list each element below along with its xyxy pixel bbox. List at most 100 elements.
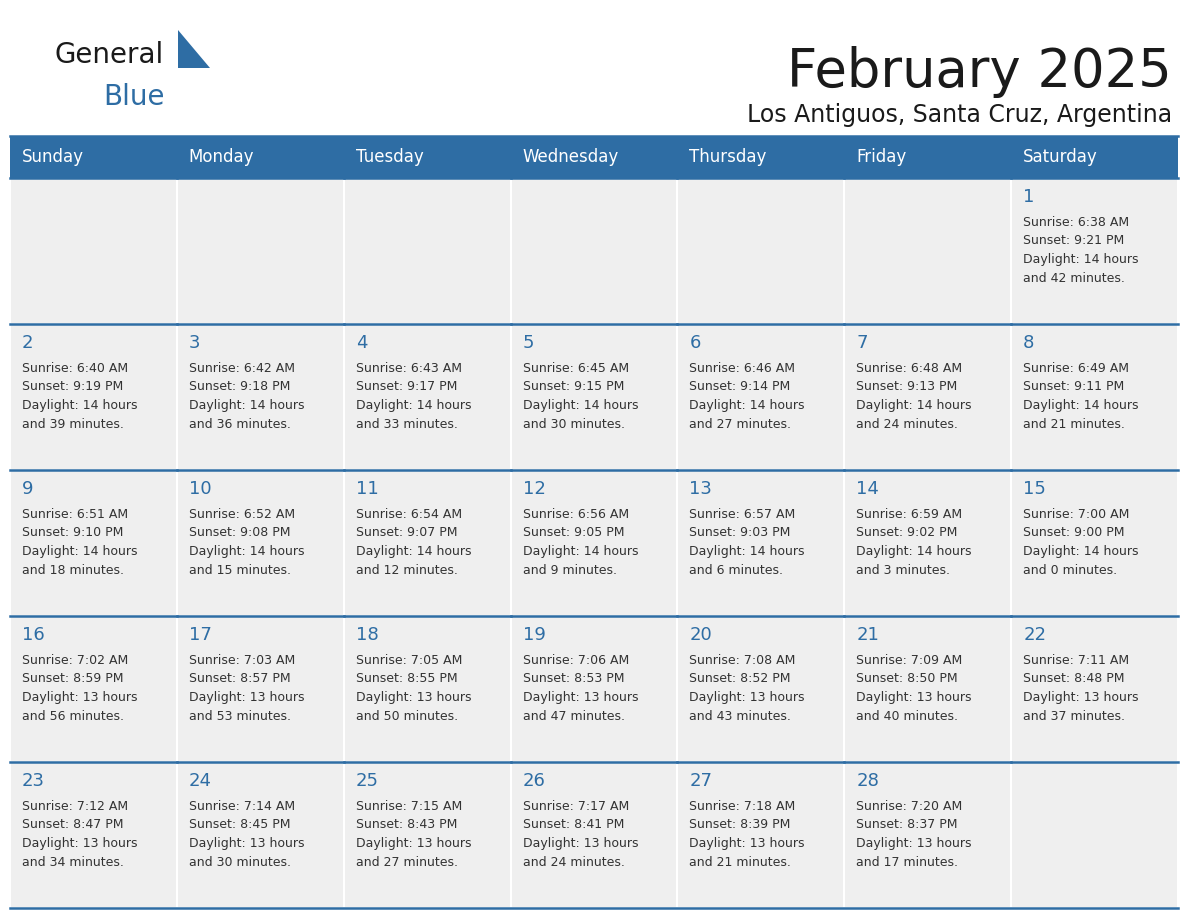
Bar — [1011, 762, 1178, 908]
Bar — [10, 324, 177, 470]
Bar — [10, 616, 177, 762]
Text: Wednesday: Wednesday — [523, 148, 619, 166]
Text: 15: 15 — [1023, 480, 1045, 498]
Bar — [1011, 616, 1178, 762]
Text: Tuesday: Tuesday — [355, 148, 423, 166]
Text: Sunrise: 6:59 AM
Sunset: 9:02 PM
Daylight: 14 hours
and 3 minutes.: Sunrise: 6:59 AM Sunset: 9:02 PM Dayligh… — [857, 508, 972, 577]
Text: Sunrise: 6:42 AM
Sunset: 9:18 PM
Daylight: 14 hours
and 36 minutes.: Sunrise: 6:42 AM Sunset: 9:18 PM Dayligh… — [189, 362, 304, 431]
Text: 14: 14 — [857, 480, 879, 498]
Text: Sunrise: 7:03 AM
Sunset: 8:57 PM
Daylight: 13 hours
and 53 minutes.: Sunrise: 7:03 AM Sunset: 8:57 PM Dayligh… — [189, 654, 304, 722]
Text: 20: 20 — [689, 626, 712, 644]
Bar — [343, 136, 511, 178]
Text: Sunrise: 6:46 AM
Sunset: 9:14 PM
Daylight: 14 hours
and 27 minutes.: Sunrise: 6:46 AM Sunset: 9:14 PM Dayligh… — [689, 362, 805, 431]
Text: 16: 16 — [23, 626, 45, 644]
Text: Saturday: Saturday — [1023, 148, 1098, 166]
Text: 25: 25 — [355, 772, 379, 790]
Text: 24: 24 — [189, 772, 211, 790]
Bar — [343, 324, 511, 470]
Text: 26: 26 — [523, 772, 545, 790]
Text: Sunrise: 6:45 AM
Sunset: 9:15 PM
Daylight: 14 hours
and 30 minutes.: Sunrise: 6:45 AM Sunset: 9:15 PM Dayligh… — [523, 362, 638, 431]
Bar — [10, 178, 177, 324]
Bar — [677, 616, 845, 762]
Text: 27: 27 — [689, 772, 713, 790]
Text: Sunrise: 6:49 AM
Sunset: 9:11 PM
Daylight: 14 hours
and 21 minutes.: Sunrise: 6:49 AM Sunset: 9:11 PM Dayligh… — [1023, 362, 1138, 431]
Text: 8: 8 — [1023, 334, 1035, 352]
Text: Sunrise: 7:12 AM
Sunset: 8:47 PM
Daylight: 13 hours
and 34 minutes.: Sunrise: 7:12 AM Sunset: 8:47 PM Dayligh… — [23, 800, 138, 868]
Text: 23: 23 — [23, 772, 45, 790]
Bar — [677, 136, 845, 178]
Bar — [1011, 324, 1178, 470]
Text: 10: 10 — [189, 480, 211, 498]
Text: Sunrise: 6:38 AM
Sunset: 9:21 PM
Daylight: 14 hours
and 42 minutes.: Sunrise: 6:38 AM Sunset: 9:21 PM Dayligh… — [1023, 216, 1138, 285]
Text: Sunrise: 7:06 AM
Sunset: 8:53 PM
Daylight: 13 hours
and 47 minutes.: Sunrise: 7:06 AM Sunset: 8:53 PM Dayligh… — [523, 654, 638, 722]
Text: Sunrise: 6:56 AM
Sunset: 9:05 PM
Daylight: 14 hours
and 9 minutes.: Sunrise: 6:56 AM Sunset: 9:05 PM Dayligh… — [523, 508, 638, 577]
Text: 4: 4 — [355, 334, 367, 352]
Text: Monday: Monday — [189, 148, 254, 166]
Text: Sunrise: 6:43 AM
Sunset: 9:17 PM
Daylight: 14 hours
and 33 minutes.: Sunrise: 6:43 AM Sunset: 9:17 PM Dayligh… — [355, 362, 472, 431]
Text: 19: 19 — [523, 626, 545, 644]
Text: 21: 21 — [857, 626, 879, 644]
Text: Sunrise: 6:54 AM
Sunset: 9:07 PM
Daylight: 14 hours
and 12 minutes.: Sunrise: 6:54 AM Sunset: 9:07 PM Dayligh… — [355, 508, 472, 577]
Text: Friday: Friday — [857, 148, 906, 166]
Text: 13: 13 — [689, 480, 713, 498]
Text: Sunrise: 6:57 AM
Sunset: 9:03 PM
Daylight: 14 hours
and 6 minutes.: Sunrise: 6:57 AM Sunset: 9:03 PM Dayligh… — [689, 508, 805, 577]
Bar — [845, 178, 1011, 324]
Text: 18: 18 — [355, 626, 379, 644]
Text: 22: 22 — [1023, 626, 1047, 644]
Text: Blue: Blue — [103, 83, 164, 111]
Text: Sunrise: 6:51 AM
Sunset: 9:10 PM
Daylight: 14 hours
and 18 minutes.: Sunrise: 6:51 AM Sunset: 9:10 PM Dayligh… — [23, 508, 138, 577]
Bar — [845, 762, 1011, 908]
Text: Sunrise: 7:15 AM
Sunset: 8:43 PM
Daylight: 13 hours
and 27 minutes.: Sunrise: 7:15 AM Sunset: 8:43 PM Dayligh… — [355, 800, 472, 868]
Text: Thursday: Thursday — [689, 148, 766, 166]
Bar — [343, 762, 511, 908]
Bar — [10, 136, 177, 178]
Bar — [511, 470, 677, 616]
Text: 6: 6 — [689, 334, 701, 352]
Text: Sunday: Sunday — [23, 148, 84, 166]
Text: 9: 9 — [23, 480, 33, 498]
Bar — [511, 616, 677, 762]
Text: 28: 28 — [857, 772, 879, 790]
Bar — [343, 616, 511, 762]
Text: Sunrise: 7:00 AM
Sunset: 9:00 PM
Daylight: 14 hours
and 0 minutes.: Sunrise: 7:00 AM Sunset: 9:00 PM Dayligh… — [1023, 508, 1138, 577]
Bar — [677, 178, 845, 324]
Bar — [10, 762, 177, 908]
Text: 11: 11 — [355, 480, 379, 498]
Bar — [1011, 136, 1178, 178]
Bar — [1011, 178, 1178, 324]
Bar — [343, 470, 511, 616]
Text: Los Antiguos, Santa Cruz, Argentina: Los Antiguos, Santa Cruz, Argentina — [747, 103, 1173, 127]
Bar — [10, 470, 177, 616]
Bar — [845, 470, 1011, 616]
Bar — [845, 616, 1011, 762]
Bar — [177, 324, 343, 470]
Text: 7: 7 — [857, 334, 867, 352]
Text: Sunrise: 7:14 AM
Sunset: 8:45 PM
Daylight: 13 hours
and 30 minutes.: Sunrise: 7:14 AM Sunset: 8:45 PM Dayligh… — [189, 800, 304, 868]
Text: Sunrise: 7:02 AM
Sunset: 8:59 PM
Daylight: 13 hours
and 56 minutes.: Sunrise: 7:02 AM Sunset: 8:59 PM Dayligh… — [23, 654, 138, 722]
Text: Sunrise: 7:08 AM
Sunset: 8:52 PM
Daylight: 13 hours
and 43 minutes.: Sunrise: 7:08 AM Sunset: 8:52 PM Dayligh… — [689, 654, 805, 722]
Text: Sunrise: 6:40 AM
Sunset: 9:19 PM
Daylight: 14 hours
and 39 minutes.: Sunrise: 6:40 AM Sunset: 9:19 PM Dayligh… — [23, 362, 138, 431]
Text: 12: 12 — [523, 480, 545, 498]
Polygon shape — [178, 30, 210, 68]
Bar — [343, 178, 511, 324]
Text: 1: 1 — [1023, 188, 1035, 206]
Bar — [511, 178, 677, 324]
Text: Sunrise: 6:48 AM
Sunset: 9:13 PM
Daylight: 14 hours
and 24 minutes.: Sunrise: 6:48 AM Sunset: 9:13 PM Dayligh… — [857, 362, 972, 431]
Bar — [511, 762, 677, 908]
Bar — [1011, 470, 1178, 616]
Bar — [177, 470, 343, 616]
Text: 17: 17 — [189, 626, 211, 644]
Bar — [177, 616, 343, 762]
Text: 5: 5 — [523, 334, 535, 352]
Bar — [677, 324, 845, 470]
Text: Sunrise: 7:17 AM
Sunset: 8:41 PM
Daylight: 13 hours
and 24 minutes.: Sunrise: 7:17 AM Sunset: 8:41 PM Dayligh… — [523, 800, 638, 868]
Bar — [677, 762, 845, 908]
Bar — [845, 136, 1011, 178]
Text: Sunrise: 6:52 AM
Sunset: 9:08 PM
Daylight: 14 hours
and 15 minutes.: Sunrise: 6:52 AM Sunset: 9:08 PM Dayligh… — [189, 508, 304, 577]
Bar — [845, 324, 1011, 470]
Text: Sunrise: 7:11 AM
Sunset: 8:48 PM
Daylight: 13 hours
and 37 minutes.: Sunrise: 7:11 AM Sunset: 8:48 PM Dayligh… — [1023, 654, 1138, 722]
Text: Sunrise: 7:20 AM
Sunset: 8:37 PM
Daylight: 13 hours
and 17 minutes.: Sunrise: 7:20 AM Sunset: 8:37 PM Dayligh… — [857, 800, 972, 868]
Text: February 2025: February 2025 — [788, 46, 1173, 98]
Text: 2: 2 — [23, 334, 33, 352]
Text: General: General — [55, 41, 164, 69]
